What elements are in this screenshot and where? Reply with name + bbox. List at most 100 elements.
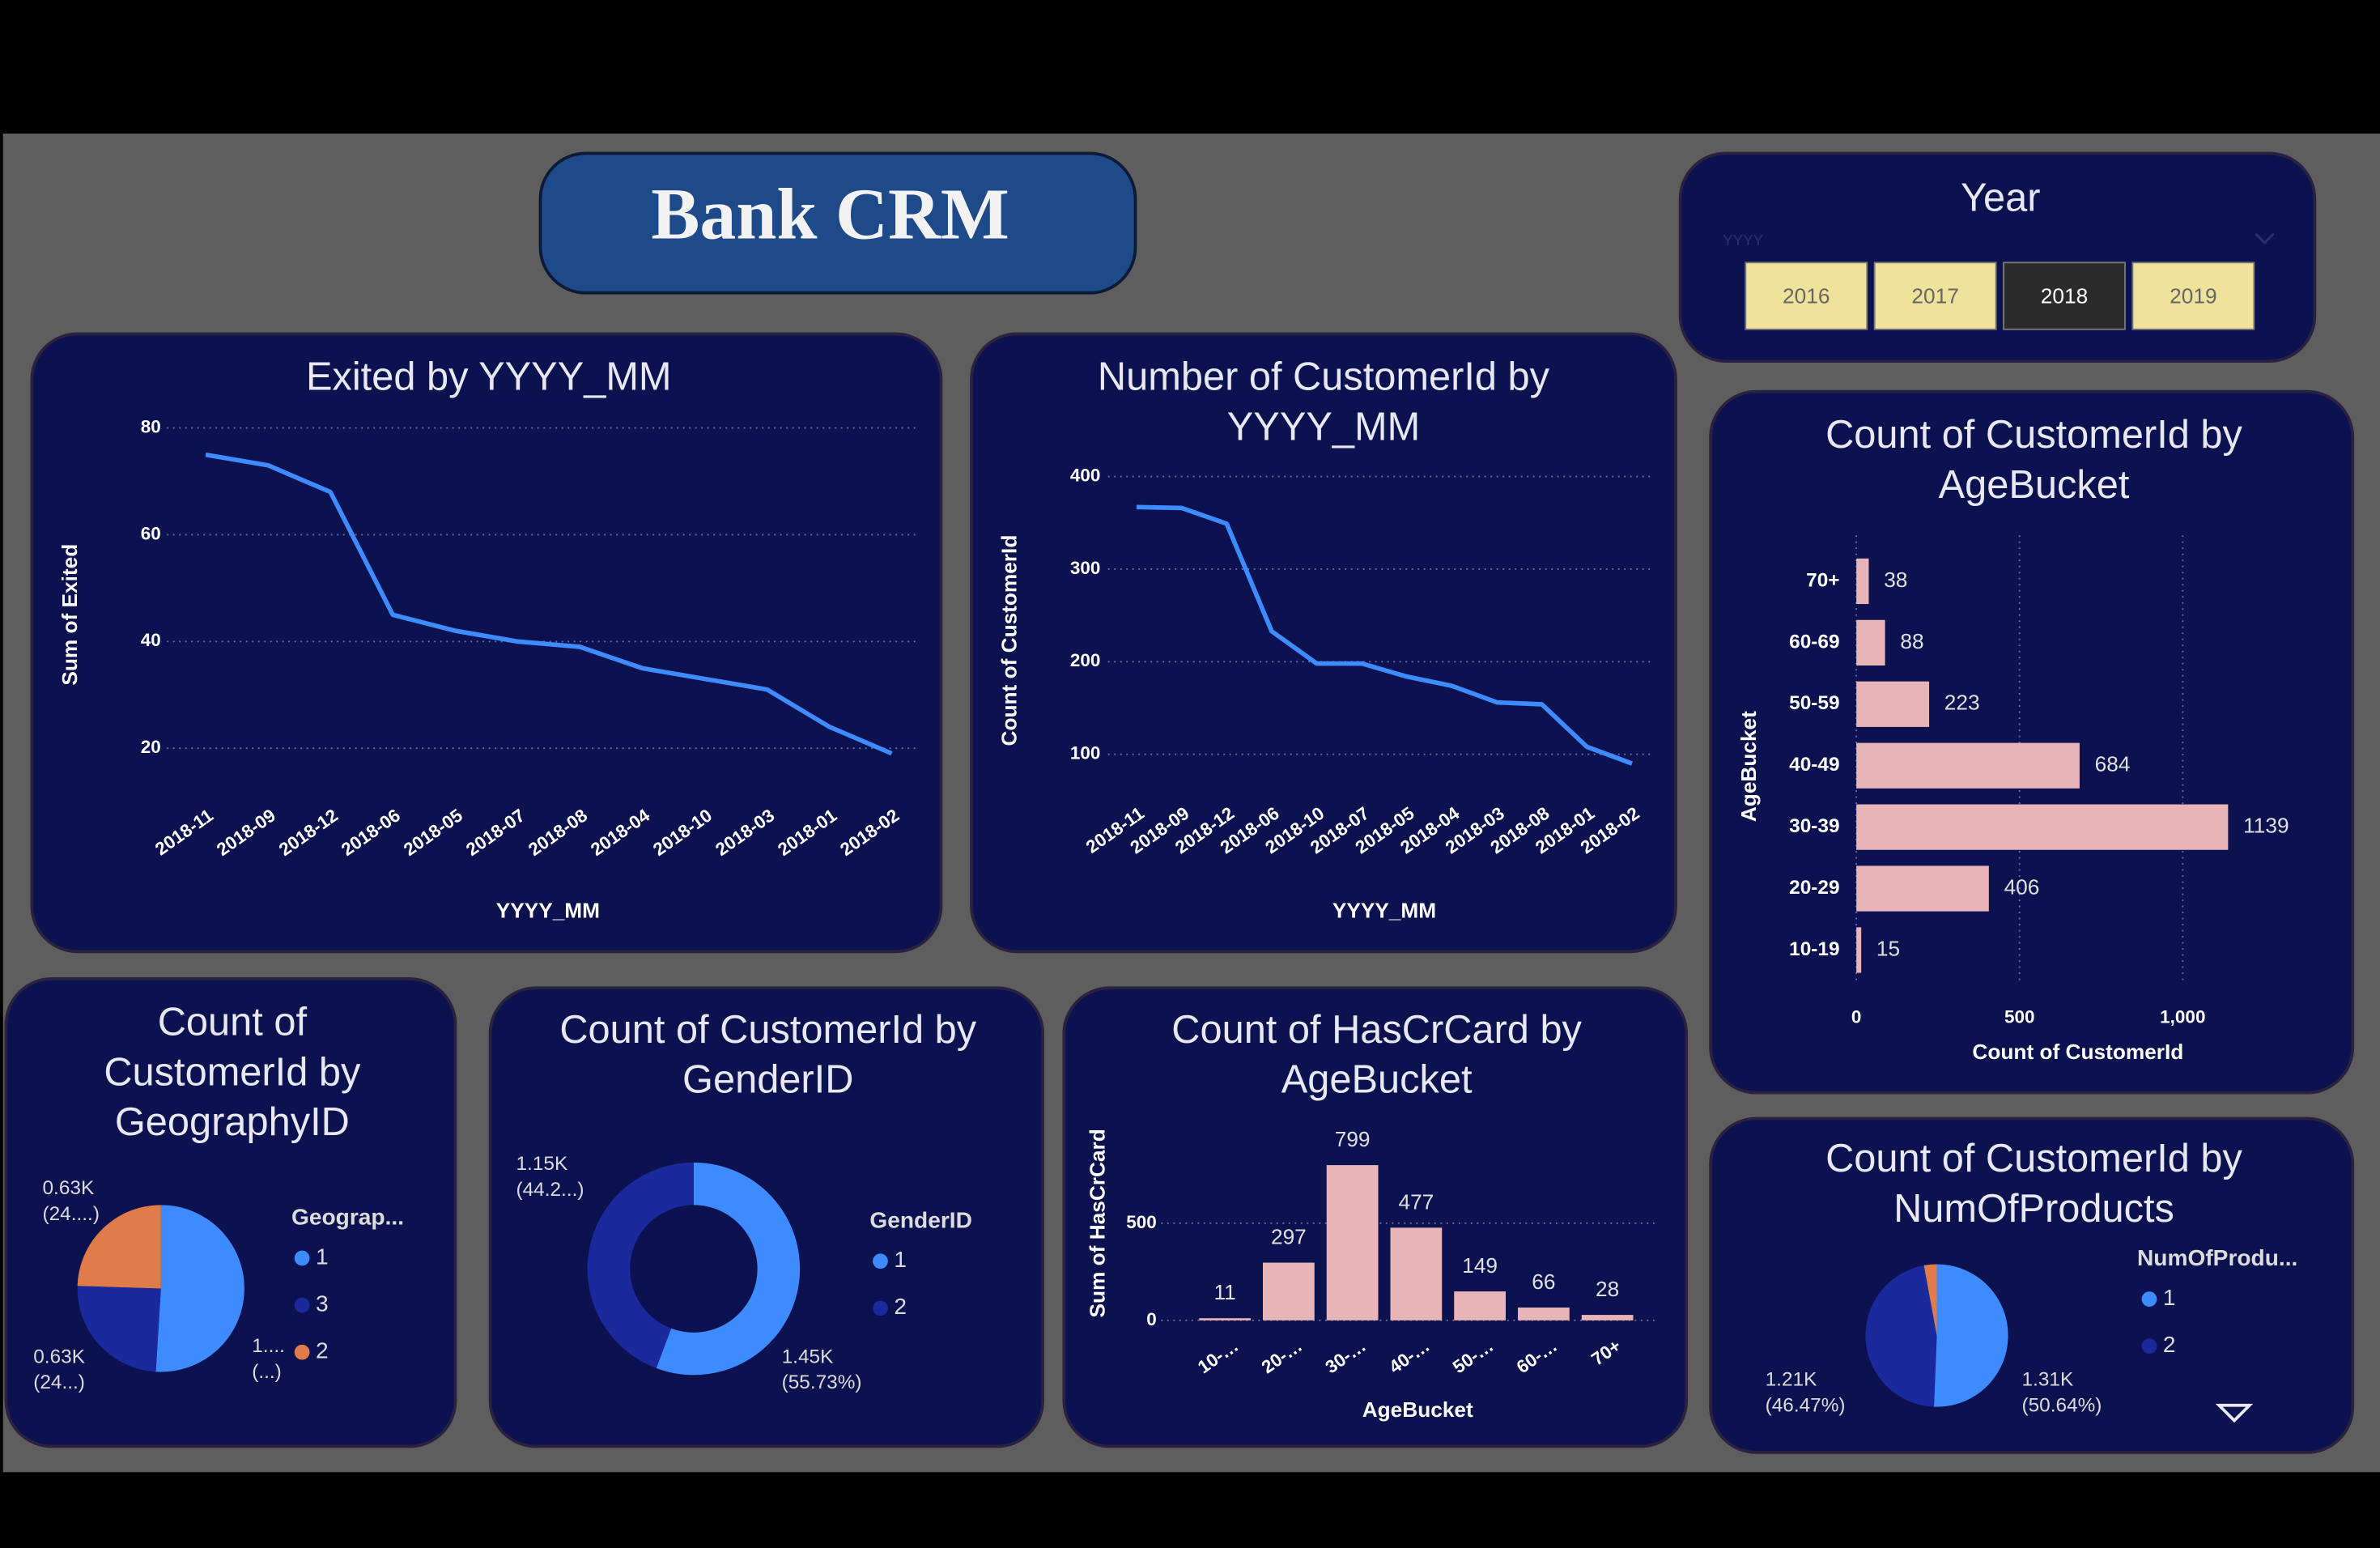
data-label: 15 xyxy=(1876,936,1900,960)
slicer-option[interactable] xyxy=(2131,262,2255,330)
slicer-title: Year xyxy=(1960,174,2041,220)
slicer-option[interactable] xyxy=(2003,262,2126,330)
data-label: 66 xyxy=(1532,1269,1555,1294)
bar xyxy=(1856,681,1930,727)
bar xyxy=(1518,1307,1570,1320)
data-label: 0.63K (24....) xyxy=(42,1176,100,1225)
panel xyxy=(970,332,1677,954)
slicer-option-label[interactable]: 2019 xyxy=(2170,283,2216,308)
bar xyxy=(1390,1227,1443,1320)
data-label: 1.45K (55.73%) xyxy=(781,1344,862,1393)
data-label: 1.31K (50.64%) xyxy=(2021,1367,2102,1416)
data-label: 0.63K (24...) xyxy=(33,1344,85,1393)
y-tick-label: 200 xyxy=(1070,650,1101,670)
slicer-option[interactable] xyxy=(1873,262,1997,330)
data-label: 223 xyxy=(1944,691,1980,715)
legend-label: 1 xyxy=(316,1244,329,1269)
x-axis-title: AgeBucket xyxy=(1362,1397,1473,1422)
legend-title: NumOfProdu... xyxy=(2137,1245,2297,1270)
chart-title: Count of CustomerId by GeographyID xyxy=(104,998,361,1145)
chart-title: Exited by YYYY_MM xyxy=(305,353,672,399)
data-label: 11 xyxy=(1214,1280,1236,1304)
slice xyxy=(1933,1264,2008,1407)
x-tick-label: 500 xyxy=(2004,1007,2035,1027)
y-tick-label: 40-49 xyxy=(1789,754,1839,776)
y-axis-title: Sum of HasCrCard xyxy=(1085,1129,1109,1317)
data-label: 799 xyxy=(1335,1127,1371,1151)
legend-label: 2 xyxy=(316,1338,329,1363)
y-tick-label: 10-19 xyxy=(1789,938,1839,960)
data-label: 88 xyxy=(1900,629,1923,653)
chart-title: Count of CustomerId by NumOfProducts xyxy=(1825,1135,2242,1231)
bar xyxy=(1199,1318,1251,1320)
y-tick-label: 60 xyxy=(141,523,161,543)
legend-swatch xyxy=(294,1297,310,1313)
slicer-option-label[interactable]: 2016 xyxy=(1783,283,1830,308)
line xyxy=(205,452,893,756)
slicer-chevron xyxy=(2255,232,2275,245)
y-tick-label: 30-39 xyxy=(1789,815,1839,837)
y-tick-label: 40 xyxy=(141,630,161,650)
data-label: 1.21K (46.47%) xyxy=(1765,1367,1846,1416)
slice xyxy=(77,1286,161,1372)
data-label: 406 xyxy=(2004,874,2040,899)
chart-title: Count of CustomerId by GenderID xyxy=(559,1006,977,1102)
y-tick-label: 300 xyxy=(1070,558,1101,578)
legend-label: 2 xyxy=(2163,1332,2176,1357)
y-tick-label: 60-69 xyxy=(1789,631,1839,653)
chart-title: Count of CustomerId by AgeBucket xyxy=(1825,410,2242,508)
legend-scroll[interactable] xyxy=(2215,1403,2254,1423)
panel xyxy=(30,332,943,954)
bar xyxy=(1856,927,1862,973)
bar xyxy=(1326,1165,1379,1320)
legend-label: 1 xyxy=(894,1247,907,1272)
legend-label: 1 xyxy=(2163,1285,2176,1310)
slicer-option-label[interactable]: 2017 xyxy=(1911,283,1958,308)
data-label: 1.15K (44.2...) xyxy=(516,1151,584,1201)
y-tick-label: 100 xyxy=(1070,743,1101,763)
slice xyxy=(77,1205,161,1289)
legend-title: GenderID xyxy=(869,1207,972,1232)
chart-title: Number of CustomerId by YYYY_MM xyxy=(1097,353,1550,449)
y-tick-label: 20 xyxy=(141,737,161,757)
y-tick-label: 80 xyxy=(141,417,161,437)
panel xyxy=(1709,1116,2355,1454)
data-label: 1.... (...) xyxy=(252,1333,285,1383)
y-tick-label: 20-29 xyxy=(1789,877,1839,899)
legend-swatch xyxy=(294,1344,310,1360)
line xyxy=(1136,504,1633,766)
slice xyxy=(587,1162,694,1368)
legend-swatch xyxy=(294,1250,310,1266)
x-tick-label: 1,000 xyxy=(2160,1007,2205,1027)
legend-swatch xyxy=(2141,1338,2157,1354)
bar xyxy=(1263,1262,1315,1320)
slicer-option[interactable] xyxy=(1745,262,1868,330)
dashboard-title: Bank CRM xyxy=(651,174,1009,254)
slicer-option-label[interactable]: 2018 xyxy=(2041,283,2088,308)
chart-title: Count of HasCrCard by AgeBucket xyxy=(1171,1006,1582,1102)
panel xyxy=(1709,389,2355,1095)
legend-title: Geograp... xyxy=(291,1205,404,1230)
bar xyxy=(1856,619,1885,666)
y-axis-title: AgeBucket xyxy=(1736,711,1761,822)
legend-label: 2 xyxy=(894,1294,907,1319)
data-label: 38 xyxy=(1884,568,1907,592)
slicer-placeholder: YYYY xyxy=(1723,232,1763,249)
bar xyxy=(1856,558,1869,605)
legend-swatch xyxy=(2141,1291,2157,1307)
slice xyxy=(656,1162,801,1376)
y-axis-title: Sum of Exited xyxy=(57,544,82,686)
slice xyxy=(1923,1264,1937,1336)
bar xyxy=(1856,742,2080,789)
x-axis-title: Count of CustomerId xyxy=(1972,1040,2183,1064)
bar xyxy=(1454,1291,1506,1320)
data-label: 477 xyxy=(1398,1189,1434,1214)
data-label: 1139 xyxy=(2243,814,2289,838)
y-tick-label: 400 xyxy=(1070,466,1101,486)
title-box xyxy=(538,151,1137,295)
y-axis-title: Count of CustomerId xyxy=(997,535,1022,746)
data-label: 297 xyxy=(1271,1224,1307,1248)
